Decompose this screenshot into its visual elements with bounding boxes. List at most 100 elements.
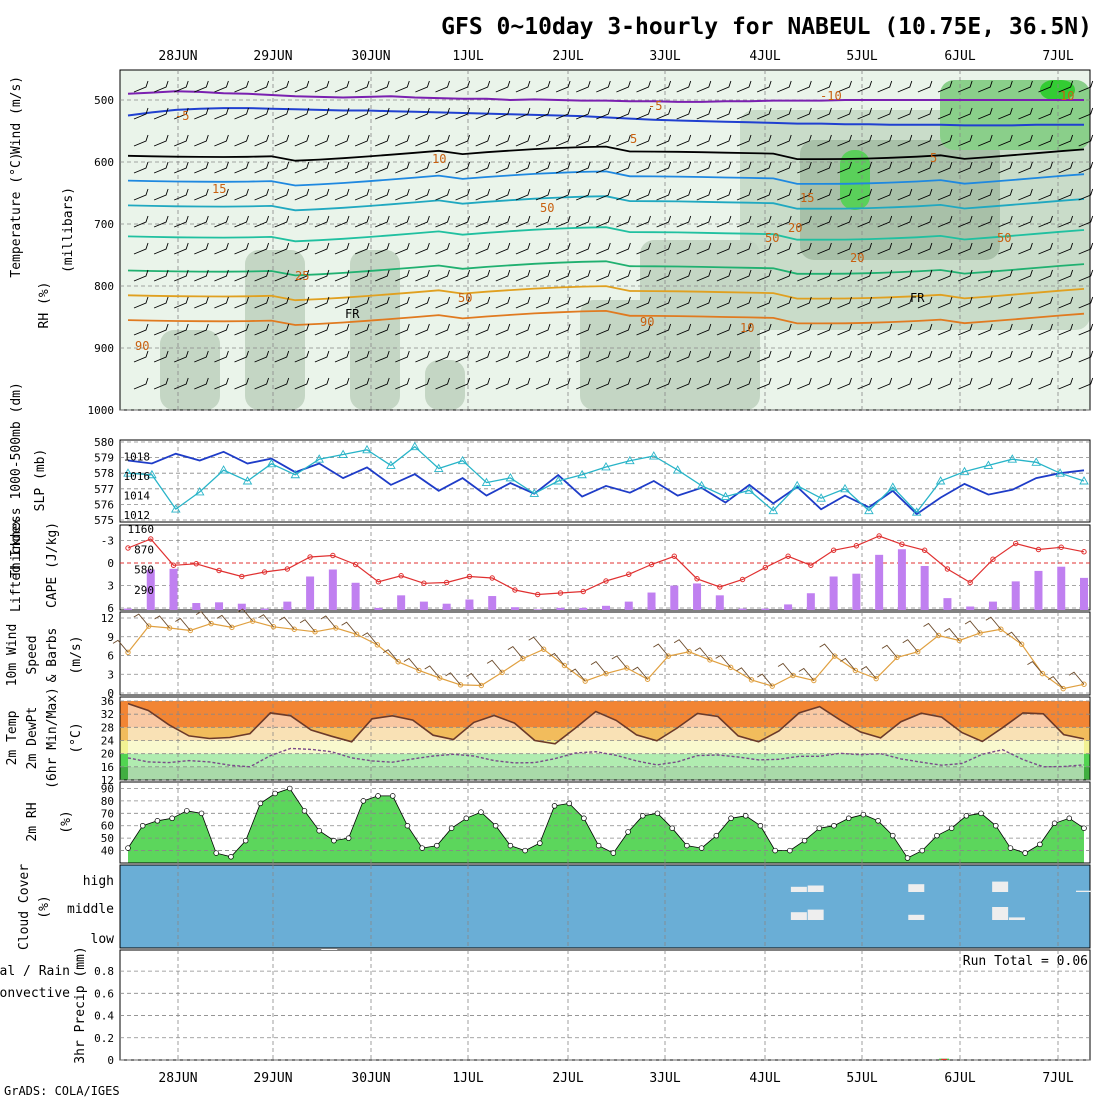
- cape-bar: [966, 606, 975, 610]
- wind10-point: [582, 678, 588, 684]
- rh-2m-point: [993, 822, 999, 829]
- upper-contour-label: 10: [1060, 89, 1074, 103]
- upper-wind-barb: [736, 242, 752, 255]
- upper-contour-label: 5: [630, 132, 637, 146]
- upper-wind-barb: [596, 188, 611, 201]
- upper-wind-barb: [194, 350, 209, 363]
- rh-2m-point: [816, 825, 823, 831]
- upper-wind-barb: [1058, 242, 1074, 255]
- upper-wind-barb: [897, 296, 913, 309]
- upper-wind-barb: [897, 161, 913, 174]
- upper-wind-barb: [917, 242, 933, 255]
- upper-wind-barb: [435, 215, 450, 228]
- upper-wind-barb: [656, 323, 672, 336]
- wind10-point: [811, 677, 817, 684]
- cape-bar: [556, 607, 565, 610]
- upper-wind-barb: [274, 107, 290, 120]
- upper-wind-barb: [917, 269, 933, 282]
- upper-wind-barb: [676, 215, 692, 228]
- thickness-point: [218, 465, 229, 474]
- upper-wind-barb: [1058, 269, 1074, 282]
- cape-bar: [943, 598, 952, 610]
- upper-wind-barb: [998, 215, 1013, 228]
- wind10-tick: 6: [107, 650, 114, 663]
- upper-wind-barb: [656, 242, 672, 255]
- upper-wind-barb: [214, 161, 229, 174]
- upper-wind-barb: [937, 296, 953, 309]
- upper-wind-barb: [937, 350, 953, 363]
- upper-wind-barb: [636, 161, 651, 174]
- rh-2m-point: [860, 811, 867, 818]
- upper-wind-barb: [716, 161, 732, 174]
- upper-wind-barb: [797, 188, 812, 201]
- upper-wind-barb: [415, 269, 430, 282]
- upper-wind-barb: [736, 107, 752, 120]
- upper-wind-barb: [716, 269, 732, 282]
- wind10-point: [603, 670, 609, 677]
- upper-contour-label: -5: [648, 99, 662, 113]
- rh-2m-point: [287, 785, 293, 792]
- wind10-barb: [299, 619, 316, 633]
- upper-wind-barb: [1058, 377, 1074, 390]
- upper-wind-barb: [777, 161, 792, 174]
- upper-wind-barb: [937, 323, 953, 336]
- upper-wind-barb: [857, 377, 873, 390]
- upper-wind-barb: [415, 323, 430, 336]
- upper-wind-barb: [274, 188, 290, 201]
- wind10-point: [187, 627, 194, 634]
- upper-wind-barb: [777, 80, 792, 93]
- precip-tick: 0: [107, 1054, 114, 1067]
- upper-wind-barb: [214, 107, 229, 120]
- upper-wind-barb: [495, 323, 511, 336]
- cape-bar: [124, 608, 132, 610]
- upper-wind-barb: [877, 107, 893, 120]
- thickness-point: [649, 451, 659, 460]
- upper-wind-barb: [535, 134, 551, 147]
- thickness-point: [386, 460, 396, 469]
- wind10-point: [270, 624, 277, 630]
- upper-wind-barb: [676, 188, 692, 201]
- precip-tick: 0.6: [94, 987, 114, 1000]
- upper-wind-barb: [174, 377, 189, 390]
- upper-wind-barb: [797, 350, 812, 363]
- date-label-top: 2JUL: [552, 49, 583, 64]
- upper-wind-barb: [194, 80, 209, 93]
- date-label-top: 3JUL: [649, 49, 680, 64]
- upper-wind-barb: [133, 107, 149, 120]
- upper-wind-barb: [897, 134, 913, 147]
- upper-wind-barb: [756, 107, 772, 120]
- wind10-point: [540, 646, 547, 652]
- upper-wind-barb: [1058, 80, 1074, 93]
- upper-wind-barb: [515, 242, 531, 255]
- upper-wind-barb: [616, 296, 631, 309]
- upper-wind-barb: [133, 134, 149, 147]
- wind10-barb: [964, 620, 981, 634]
- rh-2m-point: [742, 813, 749, 819]
- upper-wind-barb: [636, 188, 651, 201]
- upper-wind-barb: [837, 134, 852, 147]
- cloud-label: Cloud Cover: [17, 864, 32, 950]
- cape-bar: [806, 593, 815, 610]
- upper-wind-barb: [395, 215, 410, 228]
- upper-wind-barb: [917, 377, 933, 390]
- upper-contour-label: 25: [295, 269, 309, 283]
- rh-2m-point: [375, 793, 381, 799]
- cape-bar: [488, 596, 497, 610]
- upper-wind-barb: [616, 107, 631, 120]
- upper-wind-barb: [837, 242, 852, 255]
- lifted-index-point: [330, 552, 336, 559]
- cloud-cover-bar: [908, 914, 925, 920]
- upper-wind-barb: [435, 242, 450, 255]
- upper-wind-barb: [555, 134, 571, 147]
- upper-wind-barb: [716, 350, 732, 363]
- rh-2m-point: [772, 847, 778, 854]
- rh-2m-point: [125, 845, 131, 851]
- slp-thickness-tick: 580: [94, 436, 114, 449]
- temp-2m-line: [127, 702, 1085, 745]
- upper-wind-barb: [837, 323, 852, 336]
- upper-wind-barb: [415, 350, 430, 363]
- upper-wind-barb: [515, 323, 531, 336]
- upper-wind-barb: [576, 107, 591, 120]
- upper-wind-barb: [1018, 323, 1033, 336]
- upper-wind-barb: [978, 269, 993, 282]
